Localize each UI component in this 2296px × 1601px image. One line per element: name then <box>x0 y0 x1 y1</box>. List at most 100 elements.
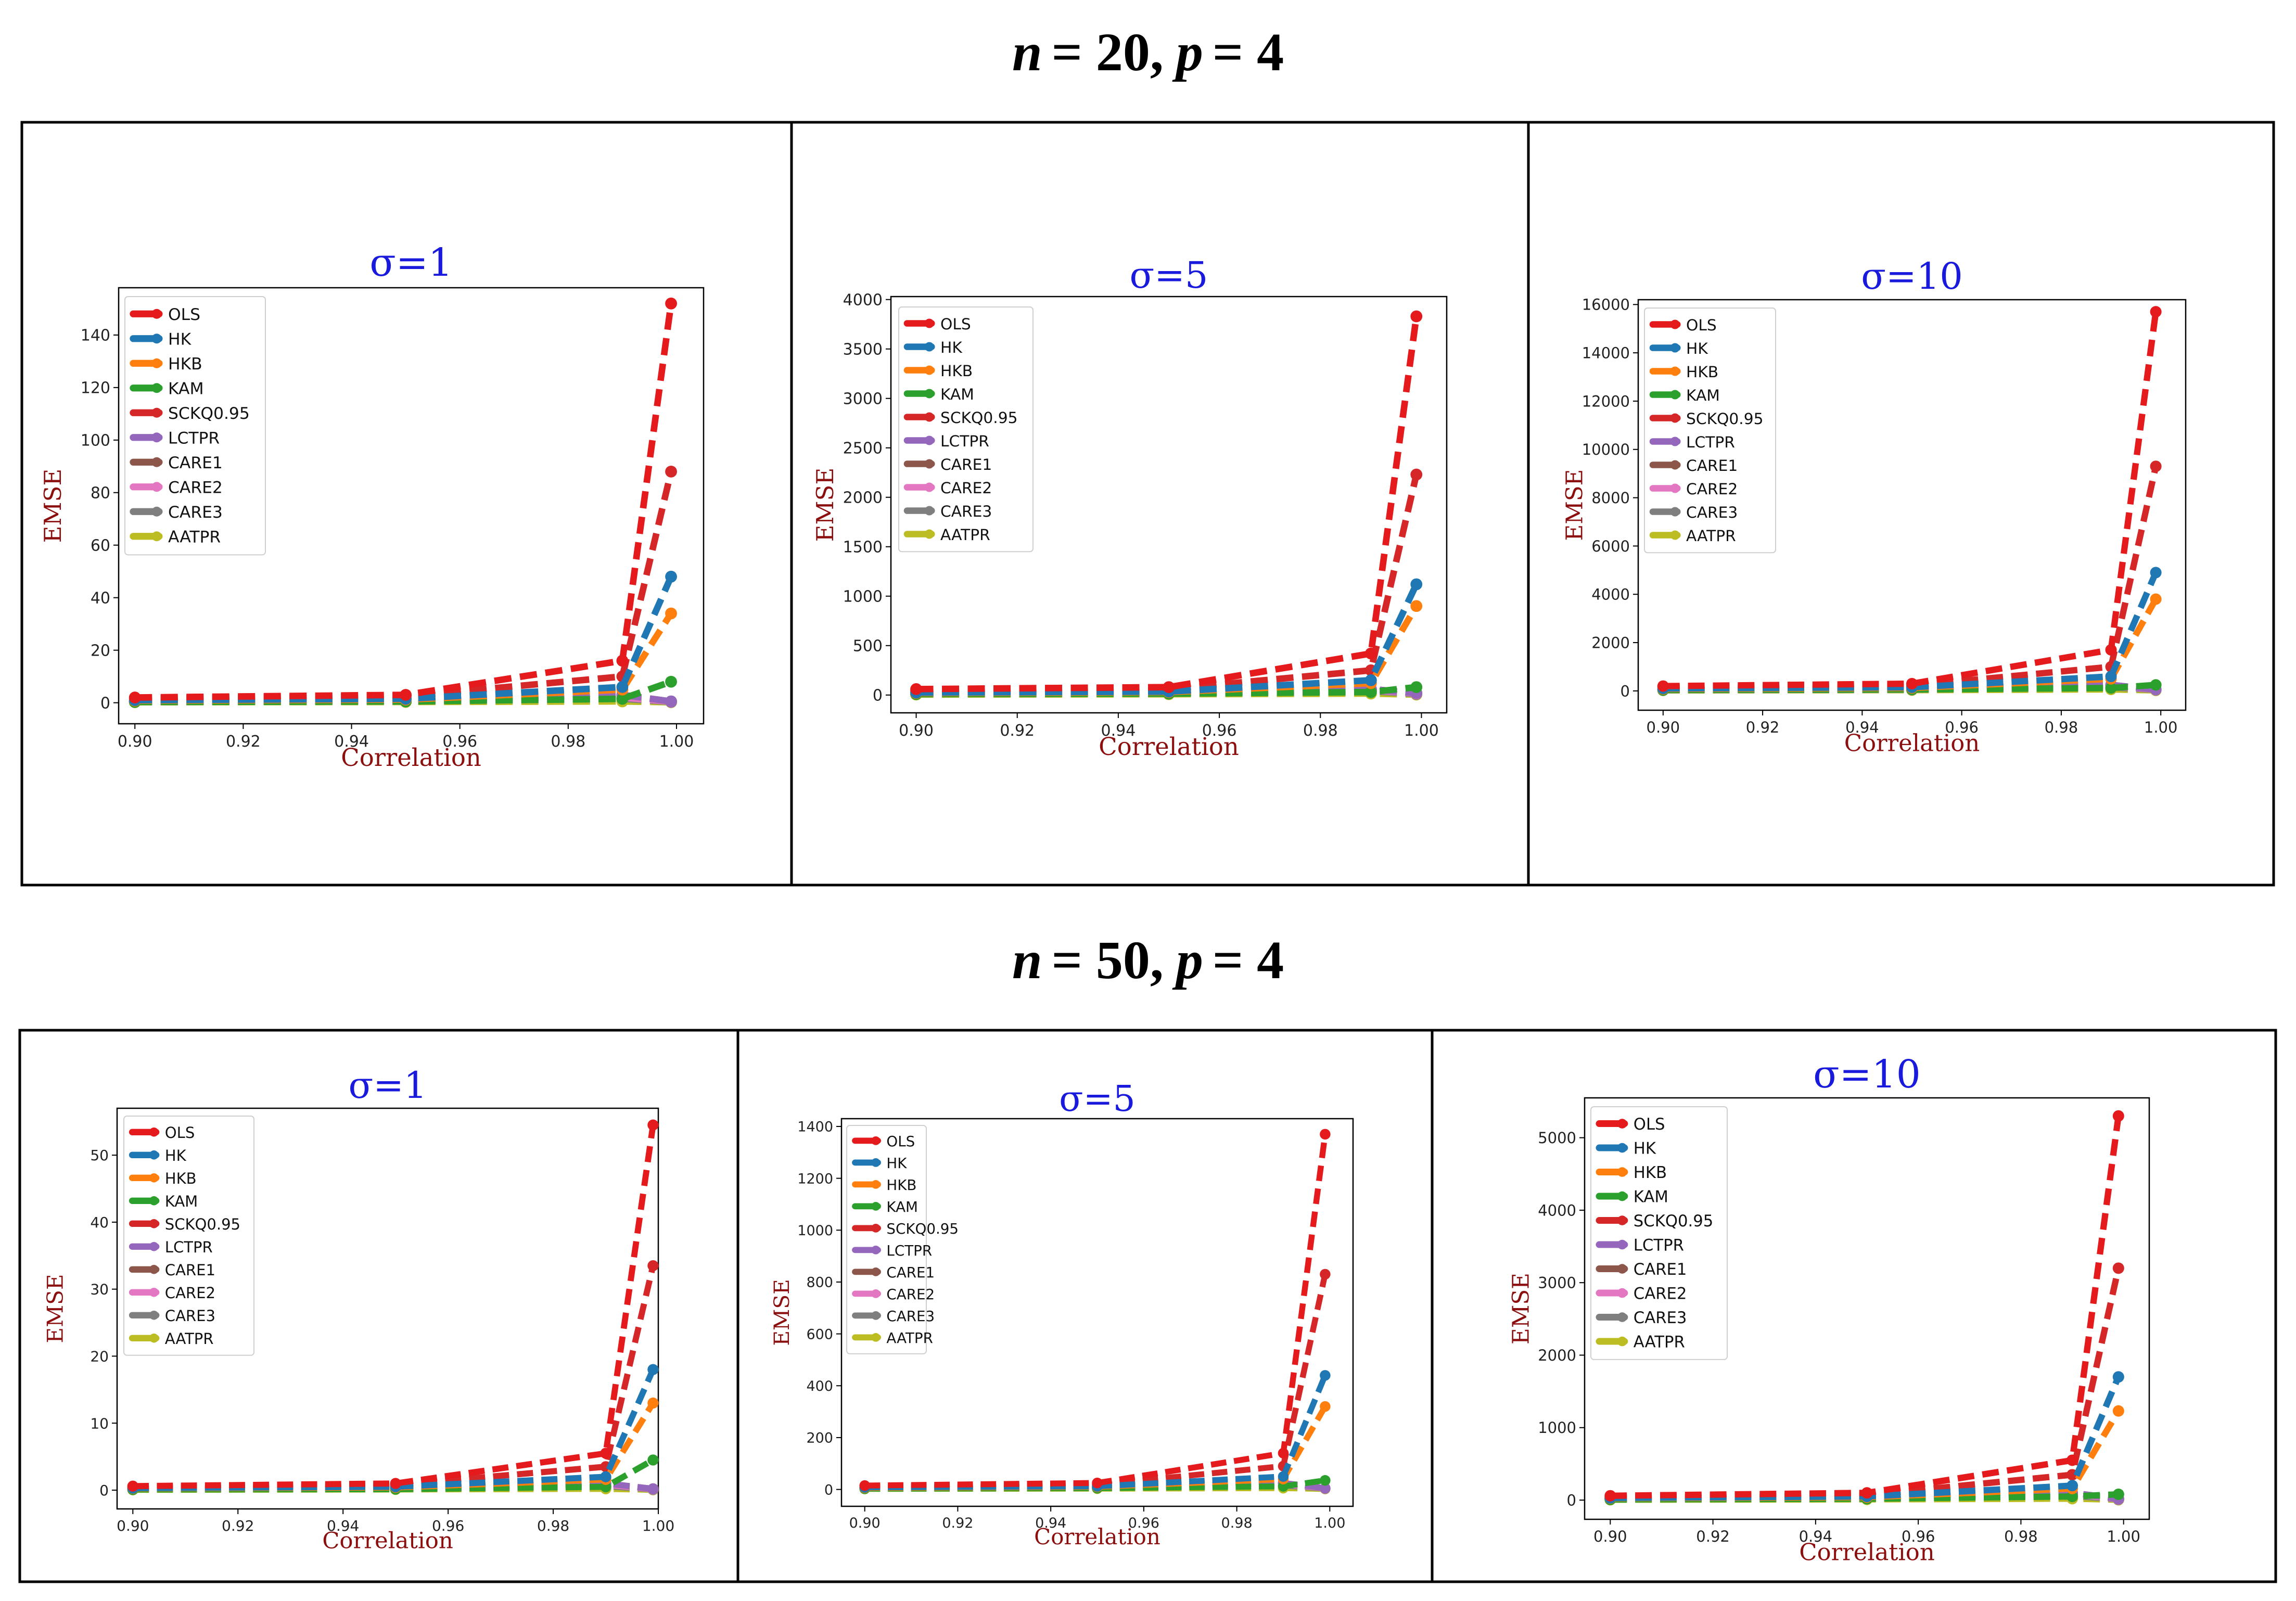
y-tick-label: 0 <box>1567 1492 1576 1509</box>
y-axis-label: EMSE <box>811 468 839 542</box>
y-tick-label: 3000 <box>1538 1274 1576 1292</box>
data-point <box>129 691 141 703</box>
legend-swatch-marker <box>1670 530 1680 540</box>
legend-label: CARE3 <box>940 503 992 521</box>
legend-label: HKB <box>1686 363 1718 381</box>
y-tick-label: 0 <box>99 1482 109 1499</box>
series-line <box>1663 465 2159 690</box>
legend-swatch-marker <box>1670 366 1680 376</box>
legend-item: HK <box>1596 1140 1656 1158</box>
data-point <box>1410 468 1423 481</box>
data-point <box>665 297 677 310</box>
y-tick-label: 3000 <box>843 390 883 408</box>
legend-swatch-marker <box>1670 507 1680 517</box>
legend-swatch-marker <box>1617 1191 1627 1201</box>
x-axis-label: Correlation <box>1099 733 1239 761</box>
data-point <box>665 607 677 620</box>
legend-swatch-marker <box>151 457 162 467</box>
x-tick-label: 1.00 <box>2144 719 2178 736</box>
legend-item: KAM <box>903 386 974 404</box>
legend-item: CARE2 <box>852 1286 935 1303</box>
legend: OLS HK HKB KAM SCKQ0.95 LCTPR CARE1 CARE2 CARE3 A… <box>1644 308 1776 554</box>
legend-item: HKB <box>903 362 973 380</box>
series-line <box>1663 311 2159 689</box>
legend-label: KAM <box>168 380 204 399</box>
legend-item: CARE1 <box>1649 457 1738 475</box>
legend-swatch-marker <box>1670 390 1680 400</box>
legend-label: AATPR <box>168 528 221 547</box>
legend-swatch-marker <box>1617 1143 1627 1153</box>
legend-label: CARE1 <box>1634 1261 1687 1279</box>
x-tick-label: 0.92 <box>942 1515 973 1531</box>
legend-swatch-marker <box>871 1158 881 1167</box>
legend-item: SCKQ0.95 <box>1596 1212 1714 1231</box>
chart-1: σ=1 0.90 0.92 0.94 0.96 0.98 1.00 0 20 40 60 80 100 1… <box>39 240 705 772</box>
data-point <box>665 465 677 478</box>
data-point <box>1410 600 1423 612</box>
data-point <box>2105 682 2117 694</box>
series-line <box>916 473 1420 695</box>
series-ols <box>127 1119 659 1492</box>
series-ols <box>1604 1110 2124 1502</box>
x-tick-label: 0.98 <box>1303 722 1338 740</box>
legend-swatch-marker <box>1617 1239 1627 1250</box>
legend-item: KAM <box>130 380 204 399</box>
legend-item: OLS <box>1649 316 1717 335</box>
legend-label: HK <box>165 1147 187 1164</box>
legend-label: AATPR <box>165 1330 214 1348</box>
y-tick-label: 30 <box>90 1281 109 1298</box>
y-tick-label: 2000 <box>843 489 883 507</box>
legend-label: KAM <box>1686 387 1720 405</box>
legend-item: CARE3 <box>903 503 992 521</box>
legend-item: HKB <box>1596 1164 1667 1182</box>
x-tick-label: 0.94 <box>1101 722 1136 740</box>
y-tick-label: 6000 <box>1591 537 1630 555</box>
legend-swatch-marker <box>151 531 162 542</box>
legend-item: HKB <box>130 355 202 374</box>
y-tick-label: 120 <box>81 379 110 398</box>
legend-swatch-marker <box>149 1173 159 1183</box>
y-tick-label: 12000 <box>1582 392 1630 410</box>
legend-swatch-marker <box>149 1265 159 1274</box>
legend-label: SCKQ0.95 <box>168 404 250 423</box>
y-axis-label: EMSE <box>1508 1273 1534 1344</box>
data-point <box>1364 674 1377 686</box>
legend-label: OLS <box>886 1133 915 1150</box>
series-ols <box>1657 306 2162 692</box>
y-tick-label: 50 <box>90 1147 109 1164</box>
legend-swatch-marker <box>1617 1264 1627 1274</box>
legend-label: OLS <box>1634 1116 1665 1134</box>
y-axis-label: EMSE <box>1562 469 1588 541</box>
x-tick-label: 0.92 <box>226 733 261 751</box>
data-point <box>2150 679 2162 691</box>
legend-label: OLS <box>165 1124 195 1142</box>
x-tick-label: 0.94 <box>1845 719 1879 736</box>
x-tick-label: 0.96 <box>1128 1515 1159 1531</box>
y-tick-label: 1000 <box>1538 1419 1576 1437</box>
legend-item: CARE3 <box>129 1307 215 1325</box>
data-point <box>910 683 922 695</box>
legend-item: AATPR <box>1649 527 1736 545</box>
legend-item: SCKQ0.95 <box>852 1220 959 1237</box>
data-point <box>2150 593 2162 605</box>
legend-item: LCTPR <box>852 1242 932 1259</box>
data-point <box>1278 1471 1289 1482</box>
legend: OLS HK HKB KAM SCKQ0.95 LCTPR CARE1 CARE2 CARE3 A… <box>846 1125 959 1354</box>
x-tick-label: 0.92 <box>1696 1528 1730 1545</box>
legend-swatch-marker <box>149 1196 159 1206</box>
chart-title: σ=10 <box>1813 1052 1921 1097</box>
legend-label: SCKQ0.95 <box>1634 1212 1714 1231</box>
legend-item: CARE2 <box>130 479 223 497</box>
series-ols <box>910 310 1423 695</box>
legend-label: CARE2 <box>886 1286 935 1303</box>
heading-n-symbol: n <box>1012 22 1042 82</box>
heading-n-value: = 50, <box>1052 930 1164 990</box>
x-tick-label: 0.96 <box>1202 722 1237 740</box>
legend-item: CARE3 <box>1649 504 1738 522</box>
legend-item: KAM <box>129 1193 198 1210</box>
data-point <box>2067 1480 2078 1492</box>
legend-label: HKB <box>1634 1164 1667 1182</box>
legend-swatch-marker <box>149 1288 159 1297</box>
series-line <box>135 575 674 703</box>
legend-item: AATPR <box>130 528 221 547</box>
